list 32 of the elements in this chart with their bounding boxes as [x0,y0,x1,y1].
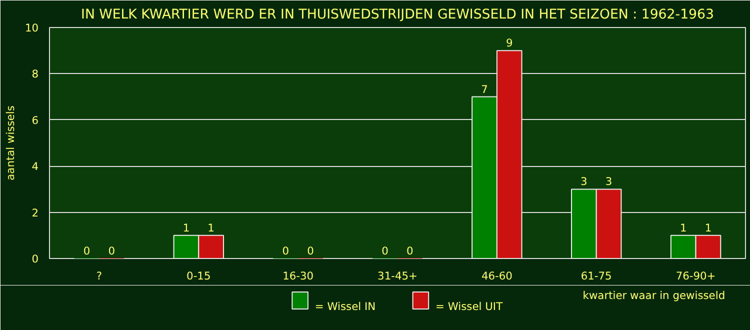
data-label: 7 [481,82,488,96]
y-axis-title: aantal wissels [4,105,17,180]
x-axis-title: kwartier waar in gewisseld [582,289,726,302]
x-tick-label: ? [96,270,102,282]
y-tick-label: 4 [32,160,39,174]
data-label: 0 [406,244,414,258]
data-label: 0 [108,244,116,258]
data-label: 1 [704,221,712,234]
data-label: 0 [83,244,90,258]
legend-label: = Wissel IN [314,300,376,313]
data-label: 3 [605,175,612,188]
x-tick-label: 46-60 [481,270,513,282]
data-label: 1 [182,221,190,234]
x-tick-label: 61-75 [580,270,612,282]
data-label: 0 [282,244,290,258]
data-label: 0 [307,244,314,258]
data-label: 9 [506,36,513,50]
y-tick-label: 6 [32,114,39,127]
x-tick-label: 16-30 [282,270,314,282]
x-tick-label: 76-90+ [676,270,716,282]
y-tick-label: 8 [32,68,39,81]
x-tick-label: 0-15 [186,270,211,282]
data-label: 1 [680,221,687,234]
data-label: 3 [580,175,588,188]
data-label: 1 [208,221,214,234]
y-tick-label: 10 [24,22,39,34]
x-tick-label: 31-45+ [378,270,418,282]
y-tick-label: 0 [32,252,39,266]
y-tick-label: 2 [32,206,38,220]
chart-title: IN WELK KWARTIER WERD ER IN THUISWEDSTRIJDEN GEWISSELD IN HET SEIZOEN : 1962-1963 [81,8,714,22]
data-label: 0 [382,244,389,258]
legend-label: = Wissel UIT [436,300,504,313]
